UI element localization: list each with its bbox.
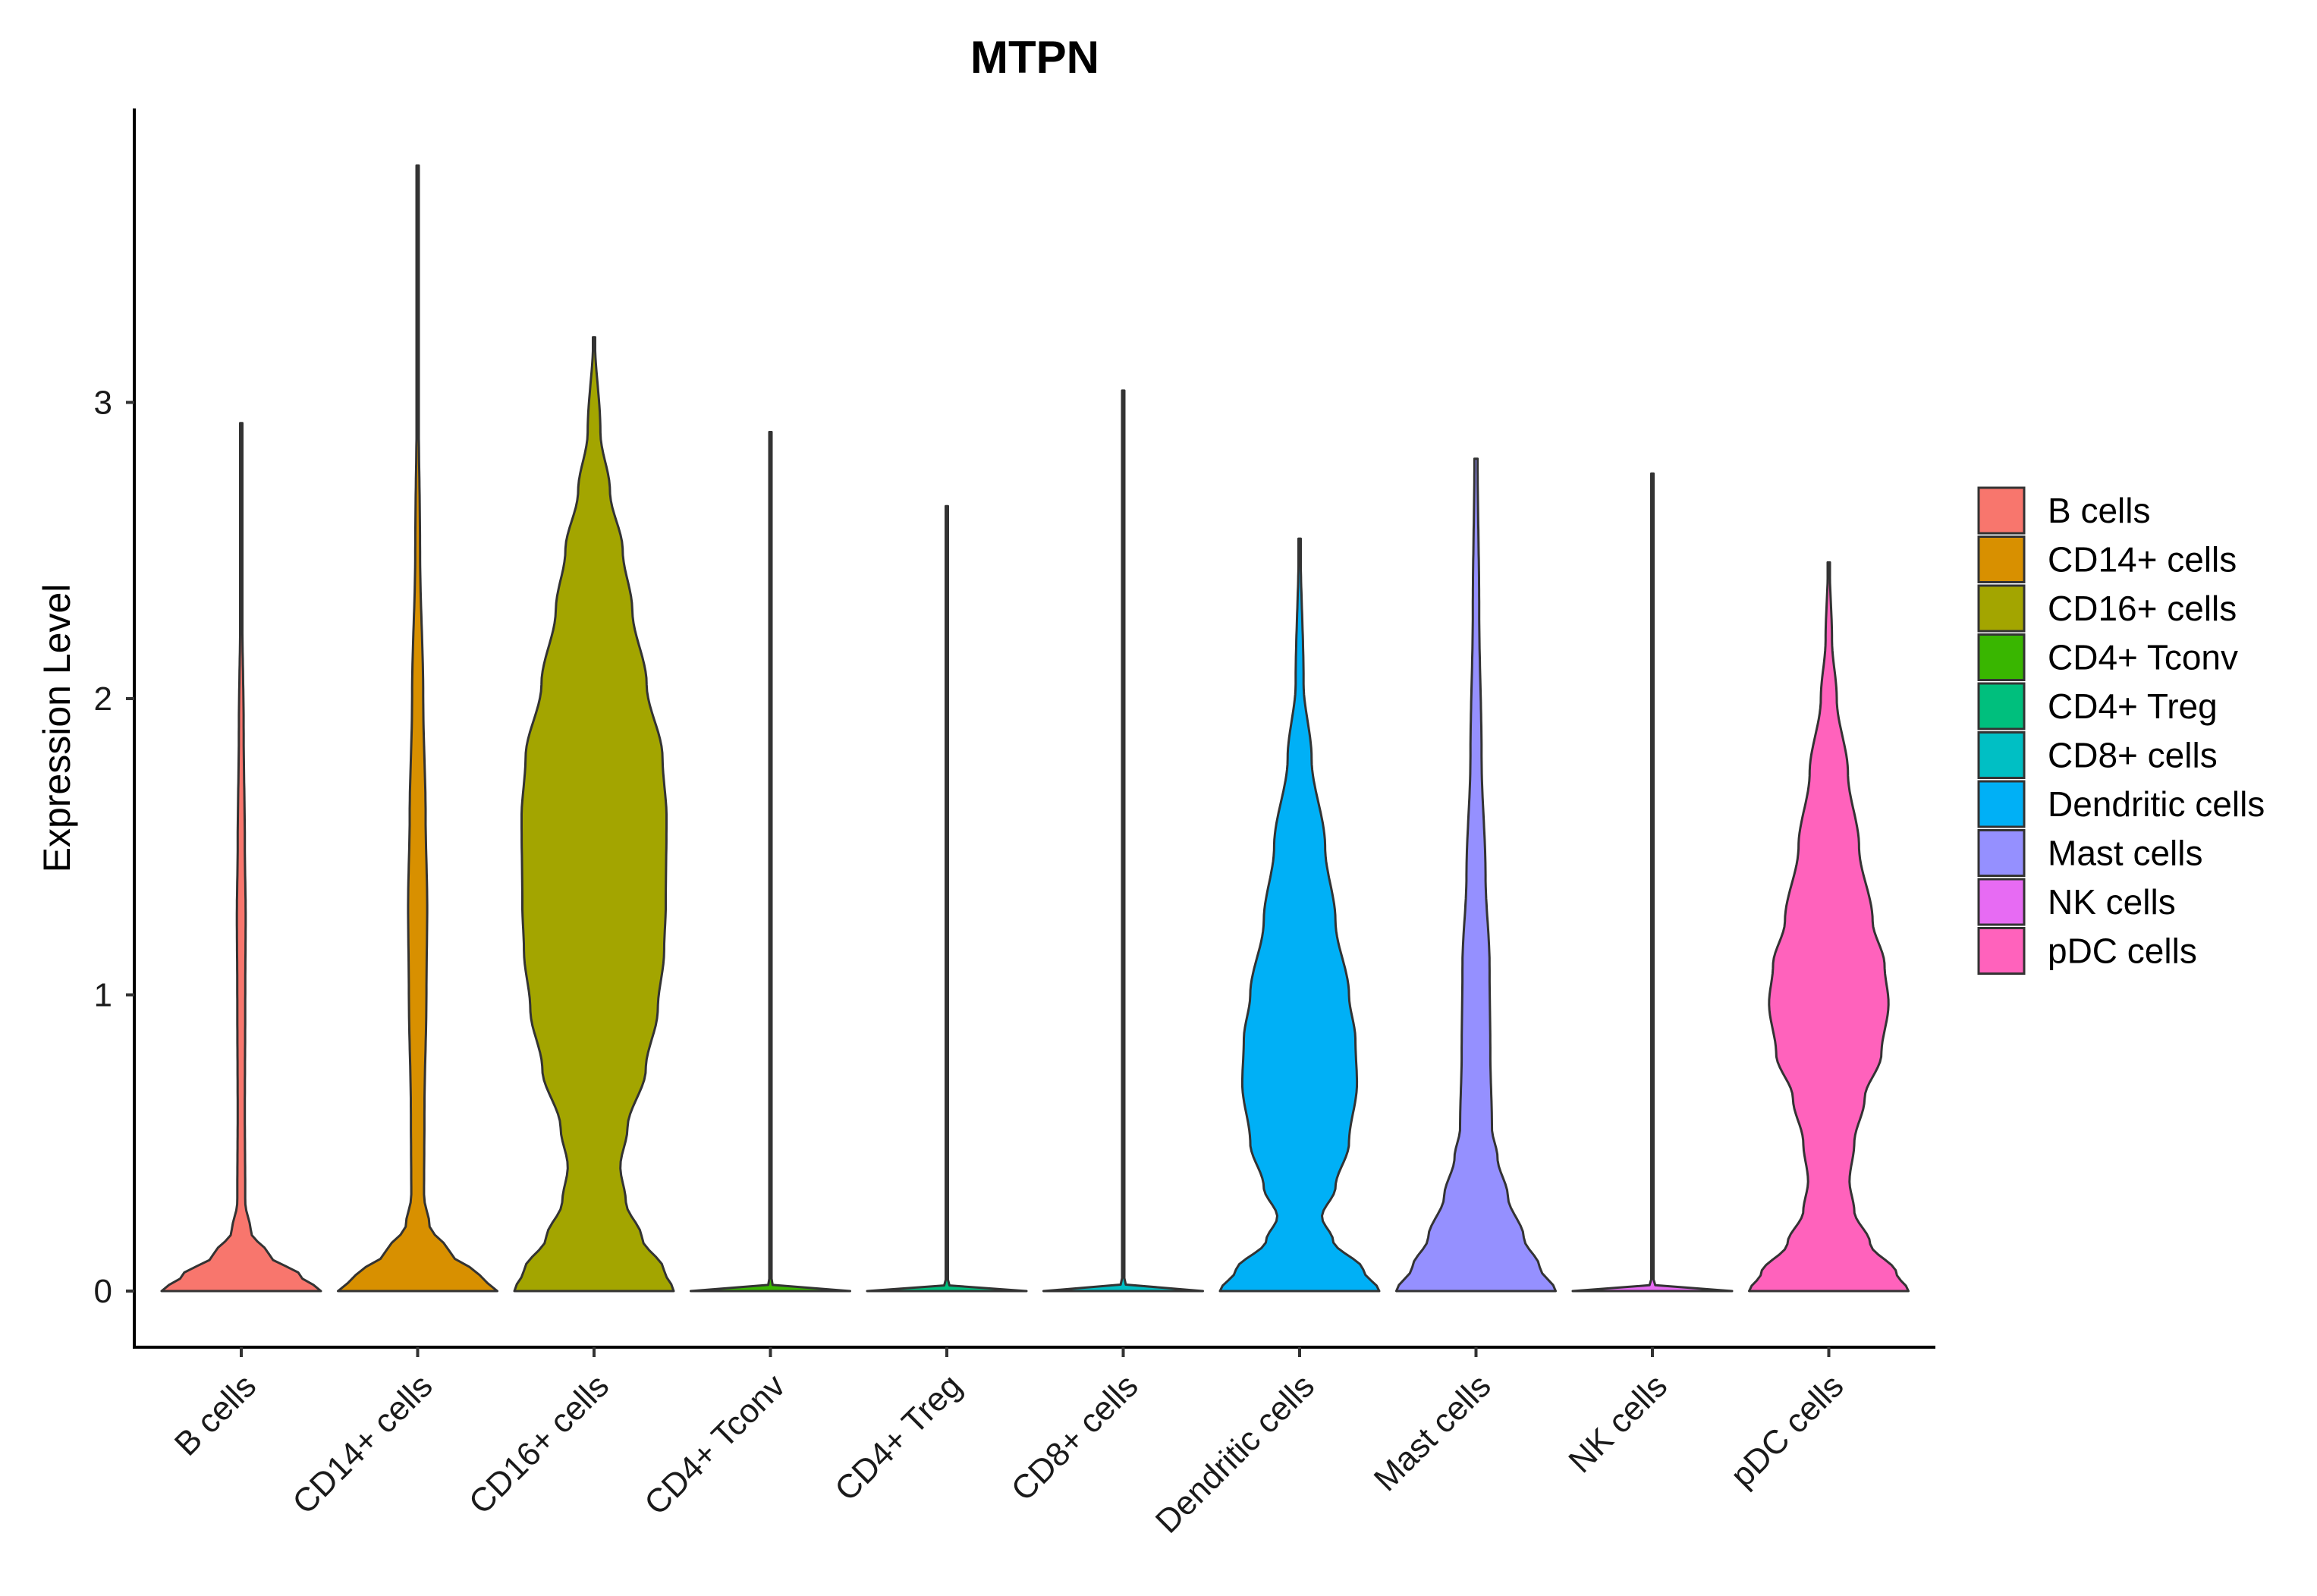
legend-label: CD8+ cells bbox=[2048, 736, 2218, 775]
y-tick-label: 2 bbox=[94, 680, 112, 718]
legend-swatch bbox=[1977, 731, 2026, 779]
legend-swatch bbox=[1977, 633, 2026, 681]
y-axis-title: Expression Level bbox=[36, 584, 78, 873]
legend: B cells CD14+ cells CD16+ cells CD4+ Tconv C… bbox=[1977, 486, 2265, 975]
violin-nk-cells bbox=[1571, 472, 1734, 1293]
legend-swatch bbox=[1977, 584, 2026, 633]
legend-label: pDC cells bbox=[2048, 932, 2197, 971]
violin-cd14-cells bbox=[337, 164, 498, 1293]
violin-b-cells bbox=[160, 422, 322, 1293]
violin-pdc-cells bbox=[1748, 561, 1910, 1293]
violin-cd4-tconv bbox=[690, 431, 851, 1293]
legend-swatch bbox=[1977, 682, 2026, 730]
legend-label: CD4+ Treg bbox=[2048, 686, 2218, 726]
y-ticks: 0 1 2 3 bbox=[94, 385, 134, 1310]
chart-title: MTPN bbox=[970, 32, 1099, 83]
legend-label: CD4+ Tconv bbox=[2048, 638, 2238, 677]
legend-swatch bbox=[1977, 829, 2026, 877]
y-tick-label: 3 bbox=[94, 385, 112, 422]
violin-group bbox=[160, 164, 1910, 1293]
legend-swatch bbox=[1977, 536, 2026, 583]
violin-cd16-cells bbox=[513, 336, 675, 1293]
legend-label: Dendritic cells bbox=[2048, 784, 2265, 824]
legend-label: CD16+ cells bbox=[2048, 589, 2237, 628]
legend-label: Mast cells bbox=[2048, 834, 2202, 873]
y-tick-label: 1 bbox=[94, 977, 112, 1014]
legend-swatch bbox=[1977, 878, 2026, 926]
violin-dendritic-cells bbox=[1218, 537, 1381, 1293]
legend-swatch bbox=[1977, 780, 2026, 828]
legend-swatch bbox=[1977, 486, 2026, 535]
violin-cd8-cells bbox=[1042, 389, 1204, 1293]
violin-cd4-treg bbox=[866, 504, 1028, 1293]
legend-label: NK cells bbox=[2048, 882, 2176, 922]
legend-label: B cells bbox=[2048, 491, 2150, 530]
legend-swatch bbox=[1977, 927, 2026, 975]
y-tick-label: 0 bbox=[94, 1273, 112, 1310]
legend-label: CD14+ cells bbox=[2048, 540, 2237, 580]
violin-mast-cells bbox=[1395, 457, 1557, 1293]
